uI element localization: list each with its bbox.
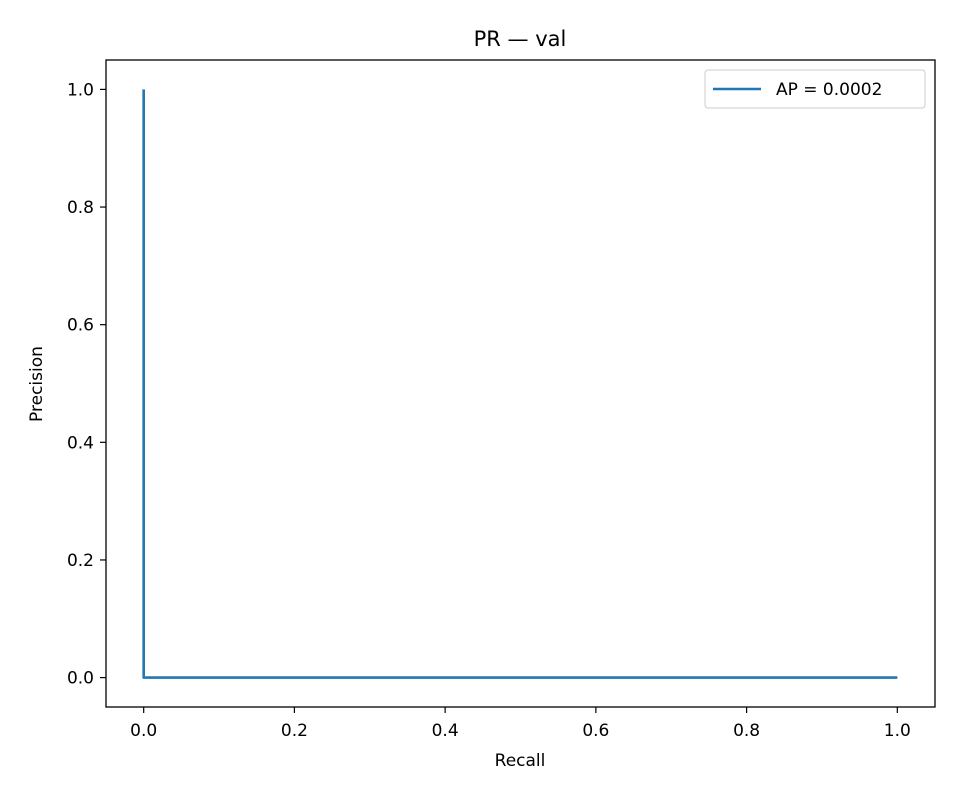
y-tick-label: 1.0 (67, 80, 94, 100)
x-tick-label: 1.0 (884, 721, 911, 741)
y-tick-label: 0.4 (67, 433, 94, 453)
legend-box (704, 69, 926, 109)
y-tick-label: 0.2 (67, 551, 94, 571)
x-axis-label: Recall (495, 751, 546, 771)
series-line-0 (142, 89, 898, 679)
x-tick-label: 0.0 (130, 721, 157, 741)
x-tick-label: 0.2 (281, 721, 308, 741)
chart-title: PR — val (474, 27, 567, 51)
axes-frame (105, 59, 936, 708)
legend: AP = 0.0002 (704, 69, 926, 109)
y-tick-label: 0.6 (67, 316, 94, 336)
y-axis: 0.0 0.2 0.4 0.6 0.8 1.0 (67, 80, 106, 689)
x-tick-label: 0.6 (582, 721, 609, 741)
x-axis: 0.0 0.2 0.4 0.6 0.8 1.0 (130, 707, 911, 741)
y-tick-label: 0.0 (67, 669, 94, 689)
x-tick-label: 0.8 (733, 721, 760, 741)
x-tick-label: 0.4 (432, 721, 459, 741)
y-axis-label: Precision (27, 346, 47, 422)
legend-label: AP = 0.0002 (776, 80, 882, 100)
y-tick-label: 0.8 (67, 198, 94, 218)
plot-area (142, 89, 898, 679)
